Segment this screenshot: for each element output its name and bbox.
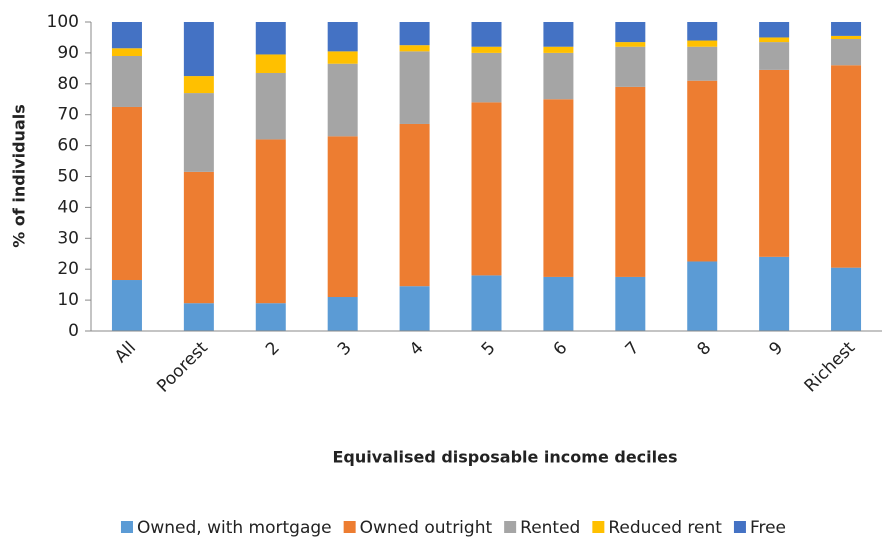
- legend-label: Reduced rent: [608, 518, 722, 538]
- legend-swatch: [343, 521, 356, 533]
- bar-segment: [327, 297, 358, 331]
- bar-segment: [183, 303, 214, 331]
- legend-label: Owned, with mortgage: [137, 518, 332, 538]
- bar-segment: [255, 54, 286, 73]
- bar-segment: [111, 22, 142, 49]
- x-axis-title: Equivalised disposable income deciles: [332, 448, 677, 467]
- bar-segment: [399, 22, 430, 46]
- bar-segment: [111, 280, 142, 331]
- bar-segment: [183, 93, 214, 172]
- bar-segment: [183, 76, 214, 94]
- y-tick-label: 0: [68, 321, 79, 341]
- bar-segment: [831, 38, 862, 66]
- x-tick-label: All: [111, 338, 140, 367]
- bar-segment: [543, 22, 574, 47]
- x-tick-label: Poorest: [153, 338, 212, 397]
- x-tick-label: 9: [765, 338, 787, 360]
- y-tick-label: 60: [57, 136, 79, 156]
- bar-segment: [183, 171, 214, 304]
- bar-segment: [759, 22, 790, 38]
- bar-segment: [471, 52, 502, 103]
- legend-label: Owned outright: [360, 518, 493, 538]
- bar-segment: [615, 46, 646, 87]
- bar-segment: [471, 22, 502, 47]
- bar-segment: [111, 48, 142, 56]
- bar-segment: [399, 45, 430, 52]
- bar-segment: [543, 52, 574, 100]
- bar-segment: [543, 46, 574, 53]
- bar-segment: [543, 99, 574, 277]
- bar-segment: [687, 40, 718, 47]
- bar-segment: [471, 102, 502, 276]
- bar-segment: [687, 80, 718, 262]
- bar-segment: [183, 22, 214, 77]
- bar-segment: [615, 86, 646, 277]
- legend-swatch: [733, 521, 746, 533]
- legend-label: Free: [750, 518, 786, 538]
- bar-segment: [399, 51, 430, 124]
- bar-segment: [687, 261, 718, 331]
- bar-segment: [759, 69, 790, 257]
- bar-segment: [615, 276, 646, 331]
- legend-swatch: [592, 521, 605, 533]
- y-tick-label: 10: [57, 290, 79, 310]
- bar-segment: [255, 303, 286, 331]
- bar-segment: [327, 22, 358, 52]
- y-tick-label: 40: [57, 197, 79, 217]
- bar-segment: [687, 22, 718, 41]
- bar-segment: [615, 42, 646, 47]
- y-tick-label: 100: [47, 12, 79, 32]
- bar-segment: [543, 276, 574, 331]
- bar-segment: [759, 256, 790, 331]
- x-tick-label: 3: [334, 338, 356, 360]
- y-tick-label: 70: [57, 105, 79, 125]
- bar-segment: [111, 106, 142, 281]
- bar-segment: [687, 46, 718, 81]
- bar-segment: [327, 51, 358, 64]
- bar-segment: [471, 46, 502, 53]
- y-tick-label: 20: [57, 259, 79, 279]
- legend-swatch: [120, 521, 133, 533]
- bar-segment: [615, 22, 646, 43]
- bar-segment: [255, 72, 286, 140]
- bar-segment: [399, 123, 430, 287]
- legend-swatch: [504, 521, 517, 533]
- bar-segment: [111, 55, 142, 107]
- y-axis-title: % of individuals: [10, 104, 29, 248]
- y-tick-label: 50: [57, 167, 79, 187]
- bar-segment: [399, 286, 430, 331]
- y-tick-label: 90: [57, 43, 79, 63]
- bar-segment: [255, 139, 286, 304]
- bar-segment: [759, 37, 790, 43]
- bar-segment: [759, 42, 790, 70]
- x-tick-label: 7: [622, 338, 644, 360]
- bar-segment: [831, 35, 862, 39]
- bar-segment: [327, 136, 358, 298]
- x-tick-label: 8: [693, 338, 715, 360]
- x-tick-label: 4: [406, 338, 428, 360]
- x-tick-label: 2: [262, 338, 284, 360]
- x-tick-label: Richest: [801, 338, 860, 397]
- y-tick-label: 30: [57, 228, 79, 248]
- x-tick-label: 6: [550, 338, 572, 360]
- bar-segment: [471, 275, 502, 331]
- x-tick-label: 5: [478, 338, 500, 360]
- bar-segment: [327, 63, 358, 137]
- bar-segment: [831, 65, 862, 268]
- y-tick-label: 80: [57, 74, 79, 94]
- legend-label: Rented: [520, 518, 580, 538]
- bar-segment: [831, 267, 862, 331]
- bar-segment: [831, 22, 862, 36]
- bar-segment: [255, 22, 286, 55]
